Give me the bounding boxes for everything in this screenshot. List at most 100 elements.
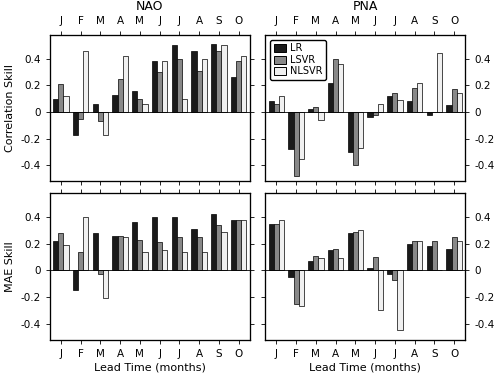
Bar: [298, 112, 304, 159]
Bar: [142, 104, 148, 112]
Bar: [417, 83, 422, 112]
Bar: [378, 104, 383, 112]
Bar: [318, 112, 324, 120]
Bar: [392, 270, 398, 280]
Bar: [387, 96, 392, 112]
Bar: [333, 249, 338, 270]
Bar: [78, 112, 83, 119]
Bar: [407, 102, 412, 112]
Bar: [58, 233, 64, 270]
Legend: LR, LSVR, NLSVR: LR, LSVR, NLSVR: [270, 40, 326, 80]
Bar: [348, 112, 353, 152]
Bar: [202, 59, 207, 112]
Bar: [64, 245, 68, 270]
Bar: [122, 237, 128, 270]
Bar: [437, 53, 442, 112]
Bar: [58, 84, 64, 112]
Bar: [98, 112, 103, 121]
Bar: [372, 257, 378, 270]
Bar: [118, 79, 122, 112]
Bar: [241, 56, 246, 112]
Bar: [392, 93, 398, 112]
Bar: [157, 242, 162, 270]
Bar: [83, 217, 88, 270]
Bar: [353, 112, 358, 165]
Bar: [222, 232, 226, 270]
Bar: [338, 258, 344, 270]
Bar: [288, 270, 294, 277]
Bar: [333, 59, 338, 112]
Bar: [157, 72, 162, 112]
Bar: [241, 220, 246, 270]
Bar: [78, 252, 83, 270]
X-axis label: Lead Time (months): Lead Time (months): [94, 363, 206, 373]
Title: NAO: NAO: [136, 0, 164, 13]
Bar: [98, 270, 103, 274]
Bar: [177, 237, 182, 270]
Bar: [452, 237, 456, 270]
Bar: [446, 105, 452, 112]
Bar: [103, 270, 108, 298]
Bar: [353, 232, 358, 270]
Bar: [231, 77, 236, 112]
Bar: [328, 251, 333, 270]
Bar: [202, 252, 207, 270]
Y-axis label: MAE Skill: MAE Skill: [5, 241, 15, 292]
Bar: [112, 95, 117, 112]
Bar: [348, 233, 353, 270]
Bar: [64, 96, 68, 112]
Bar: [426, 246, 432, 270]
Bar: [152, 61, 157, 112]
Bar: [308, 109, 314, 112]
Bar: [172, 217, 177, 270]
Bar: [268, 224, 274, 270]
Y-axis label: Correlation Skill: Correlation Skill: [5, 64, 15, 152]
Bar: [407, 244, 412, 270]
Bar: [412, 88, 417, 112]
Bar: [122, 56, 128, 112]
Bar: [192, 229, 196, 270]
Bar: [338, 64, 344, 112]
Bar: [103, 112, 108, 135]
Bar: [452, 90, 456, 112]
Bar: [138, 240, 142, 270]
Bar: [456, 241, 462, 270]
Bar: [368, 268, 372, 270]
Bar: [378, 270, 383, 310]
Bar: [358, 112, 363, 148]
Bar: [177, 59, 182, 112]
Bar: [138, 99, 142, 112]
Bar: [314, 107, 318, 112]
Bar: [417, 241, 422, 270]
Bar: [318, 258, 324, 270]
Bar: [162, 251, 168, 270]
Bar: [426, 112, 432, 115]
Bar: [216, 225, 222, 270]
Bar: [314, 256, 318, 270]
Bar: [372, 112, 378, 115]
Bar: [294, 112, 298, 176]
Bar: [53, 99, 59, 112]
Bar: [92, 233, 98, 270]
Bar: [182, 252, 187, 270]
Bar: [118, 236, 122, 270]
Bar: [398, 270, 402, 330]
Bar: [298, 270, 304, 306]
Bar: [412, 241, 417, 270]
Bar: [268, 102, 274, 112]
Bar: [216, 51, 222, 112]
Bar: [192, 51, 196, 112]
Bar: [328, 83, 333, 112]
Bar: [432, 241, 437, 270]
Bar: [274, 224, 279, 270]
Bar: [456, 93, 462, 112]
Bar: [53, 241, 59, 270]
Bar: [231, 220, 236, 270]
Bar: [211, 44, 216, 112]
Bar: [182, 99, 187, 112]
Bar: [358, 230, 363, 270]
X-axis label: Lead Time (months): Lead Time (months): [310, 363, 421, 373]
Bar: [83, 51, 88, 112]
Bar: [196, 237, 202, 270]
Bar: [142, 252, 148, 270]
